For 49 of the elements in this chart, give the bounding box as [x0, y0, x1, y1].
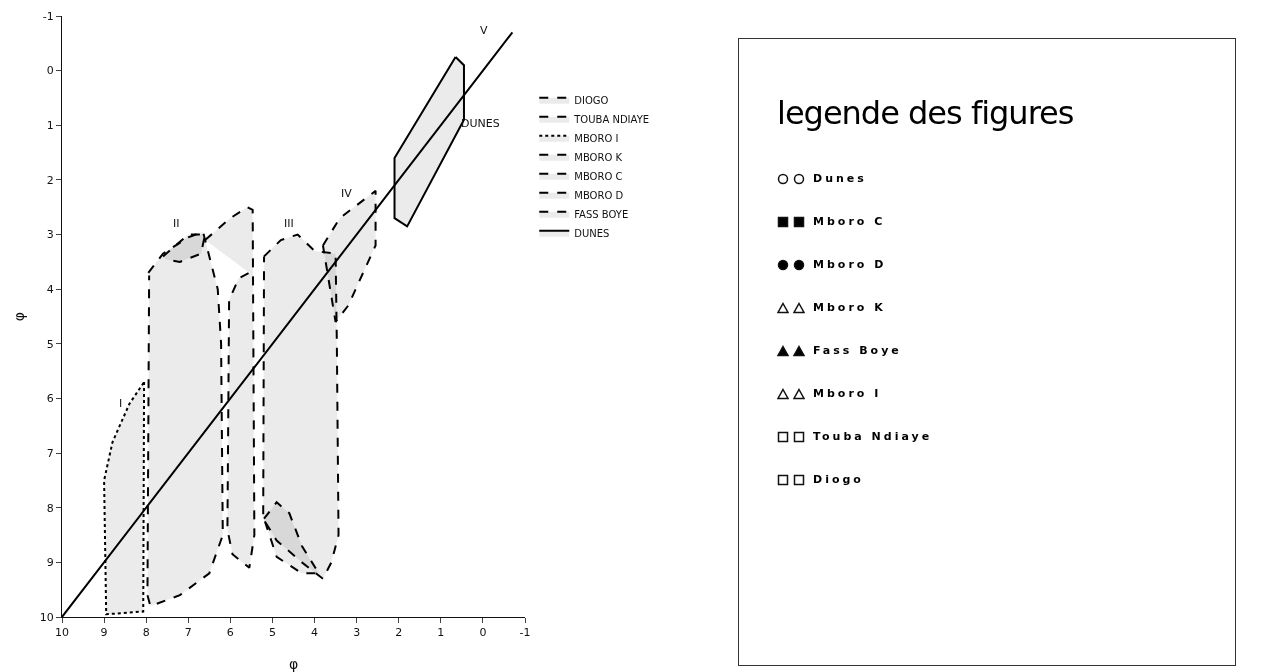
legend-label: TOUBA NDIAYE — [573, 113, 650, 125]
legend-label: MBORO C — [574, 170, 623, 182]
annotation: III — [284, 217, 294, 230]
x-tick-label: 0 — [479, 626, 487, 640]
x-tick-label: 1 — [437, 626, 445, 640]
annotation: I — [119, 397, 123, 410]
x-axis-title: φ — [288, 656, 299, 672]
y-tick-label: 6 — [46, 392, 54, 406]
y-tick-label: 1 — [46, 119, 54, 133]
legend-label: Dunes — [813, 172, 867, 185]
y-tick-label: 5 — [46, 337, 54, 351]
x-tick-label: 9 — [100, 626, 108, 640]
legend-label: FASS BOYE — [574, 208, 629, 220]
y-tick-label: 2 — [46, 173, 54, 187]
annotation: DUNES — [461, 117, 500, 130]
legend-label: Mboro K — [813, 301, 886, 314]
x-tick-label: 7 — [184, 626, 192, 640]
legend-label: Fass Boye — [813, 344, 902, 357]
y-tick-label: 10 — [39, 610, 54, 624]
x-tick-label: 2 — [395, 626, 403, 640]
x-tick-label: 6 — [226, 626, 234, 640]
legend-label: Touba Ndiaye — [813, 430, 933, 443]
legend-label: DUNES — [574, 227, 610, 239]
x-tick-label: 8 — [142, 626, 150, 640]
legend-label: MBORO I — [574, 132, 619, 144]
legend-label: Diogo — [813, 473, 864, 486]
legend-label: Mboro I — [813, 387, 882, 400]
annotation: V — [480, 24, 488, 37]
y-axis-title: φ — [11, 311, 27, 322]
x-tick-label: 4 — [311, 626, 319, 640]
legend-label: MBORO K — [574, 151, 623, 163]
y-tick-label: 4 — [46, 283, 54, 297]
annotation: IV — [341, 187, 353, 200]
y-tick-label: 8 — [46, 501, 54, 515]
y-tick-label: -1 — [42, 9, 54, 23]
legend-label: MBORO D — [574, 189, 624, 201]
x-tick-label: 5 — [268, 626, 276, 640]
x-tick-label: -1 — [519, 626, 531, 640]
legend-label: Mboro C — [813, 215, 886, 228]
y-tick-label: 9 — [46, 556, 54, 570]
y-tick-label: 3 — [46, 228, 54, 242]
legend-label: Mboro D — [813, 258, 887, 271]
text: legende des figures — [777, 94, 1075, 132]
legend-label: DIOGO — [574, 94, 609, 106]
x-tick-label: 10 — [55, 626, 69, 640]
y-tick-label: 0 — [46, 64, 54, 78]
y-tick-label: 7 — [46, 446, 54, 460]
annotation: II — [173, 217, 180, 230]
x-tick-label: 3 — [353, 626, 361, 640]
